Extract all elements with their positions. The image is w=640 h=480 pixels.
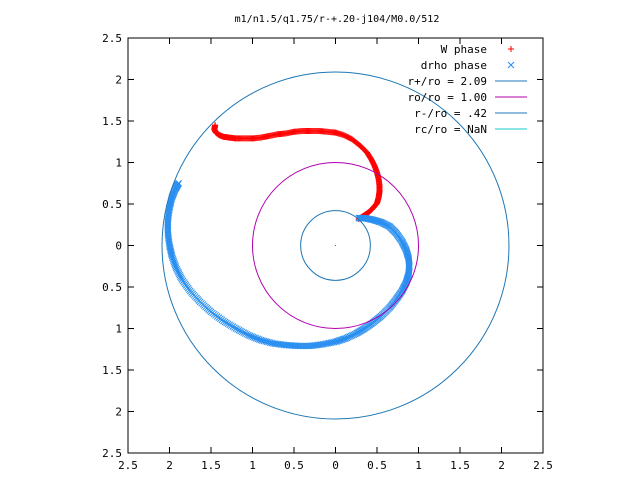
circle-series-2 bbox=[161, 71, 510, 420]
y-tick-label: 0.5 bbox=[102, 198, 122, 211]
y-tick-label: 2 bbox=[115, 406, 122, 419]
data-point bbox=[175, 179, 182, 187]
circle-series-3 bbox=[252, 162, 419, 329]
x-tick-label: 2.5 bbox=[533, 459, 553, 472]
data-point bbox=[235, 326, 243, 334]
y-tick-label: 1 bbox=[115, 323, 122, 336]
legend-label: r+/ro = 2.09 bbox=[408, 75, 487, 88]
legend-label: rc/ro = NaN bbox=[414, 123, 487, 136]
y-tick-label: 2.5 bbox=[102, 447, 122, 460]
legend-marker bbox=[508, 46, 514, 52]
data-point bbox=[237, 327, 244, 335]
origin-dot bbox=[334, 244, 337, 247]
legend-marker-glyph bbox=[507, 61, 515, 69]
x-tick-label: 2.5 bbox=[118, 459, 138, 472]
x-tick-label: 0 bbox=[332, 459, 339, 472]
y-tick-label: 2 bbox=[115, 74, 122, 87]
x-tick-label: 0.5 bbox=[284, 459, 304, 472]
legend-label: r-/ro = .42 bbox=[414, 107, 487, 120]
x-tick-label: 1.5 bbox=[201, 459, 221, 472]
legend-label: drho phase bbox=[421, 59, 487, 72]
legend-label: ro/ro = 1.00 bbox=[408, 91, 487, 104]
x-tick-label: 1 bbox=[249, 459, 256, 472]
y-tick-label: 1.5 bbox=[102, 115, 122, 128]
y-tick-label: 2.5 bbox=[102, 32, 122, 45]
legend-label: W phase bbox=[441, 43, 487, 56]
legend-marker-glyph bbox=[508, 46, 514, 52]
data-point bbox=[244, 331, 252, 339]
data-point bbox=[238, 328, 246, 336]
data-point bbox=[240, 329, 248, 337]
legend-marker bbox=[507, 61, 515, 69]
chart-title: m1/n1.5/q1.75/r-+.20-j104/M0.0/512 bbox=[235, 14, 440, 25]
axes: 2.5 2 1.5 1 0.5 0 0.5 1 1.5 2 2.52.521.510.500.511… bbox=[102, 32, 553, 472]
data-point bbox=[243, 330, 251, 338]
series-1 bbox=[164, 179, 413, 350]
circle-series-4 bbox=[300, 210, 371, 281]
x-tick-label: 2 bbox=[498, 459, 505, 472]
y-tick-label: 0 bbox=[115, 240, 122, 253]
x-tick-label: 2 bbox=[166, 459, 173, 472]
y-tick-label: 1 bbox=[115, 157, 122, 170]
legend: W phase drho phase r+/ro = 2.09 ro/ro = 1.0… bbox=[408, 43, 527, 136]
x-tick-label: 1.5 bbox=[450, 459, 470, 472]
series-0 bbox=[211, 122, 383, 222]
data-point bbox=[234, 325, 241, 333]
data-point bbox=[241, 330, 249, 337]
x-tick-label: 1 bbox=[415, 459, 422, 472]
x-tick-label: 0.5 bbox=[367, 459, 387, 472]
y-tick-label: 0.5 bbox=[102, 281, 122, 294]
y-tick-label: 1.5 bbox=[102, 364, 122, 377]
plot-area bbox=[161, 71, 510, 420]
